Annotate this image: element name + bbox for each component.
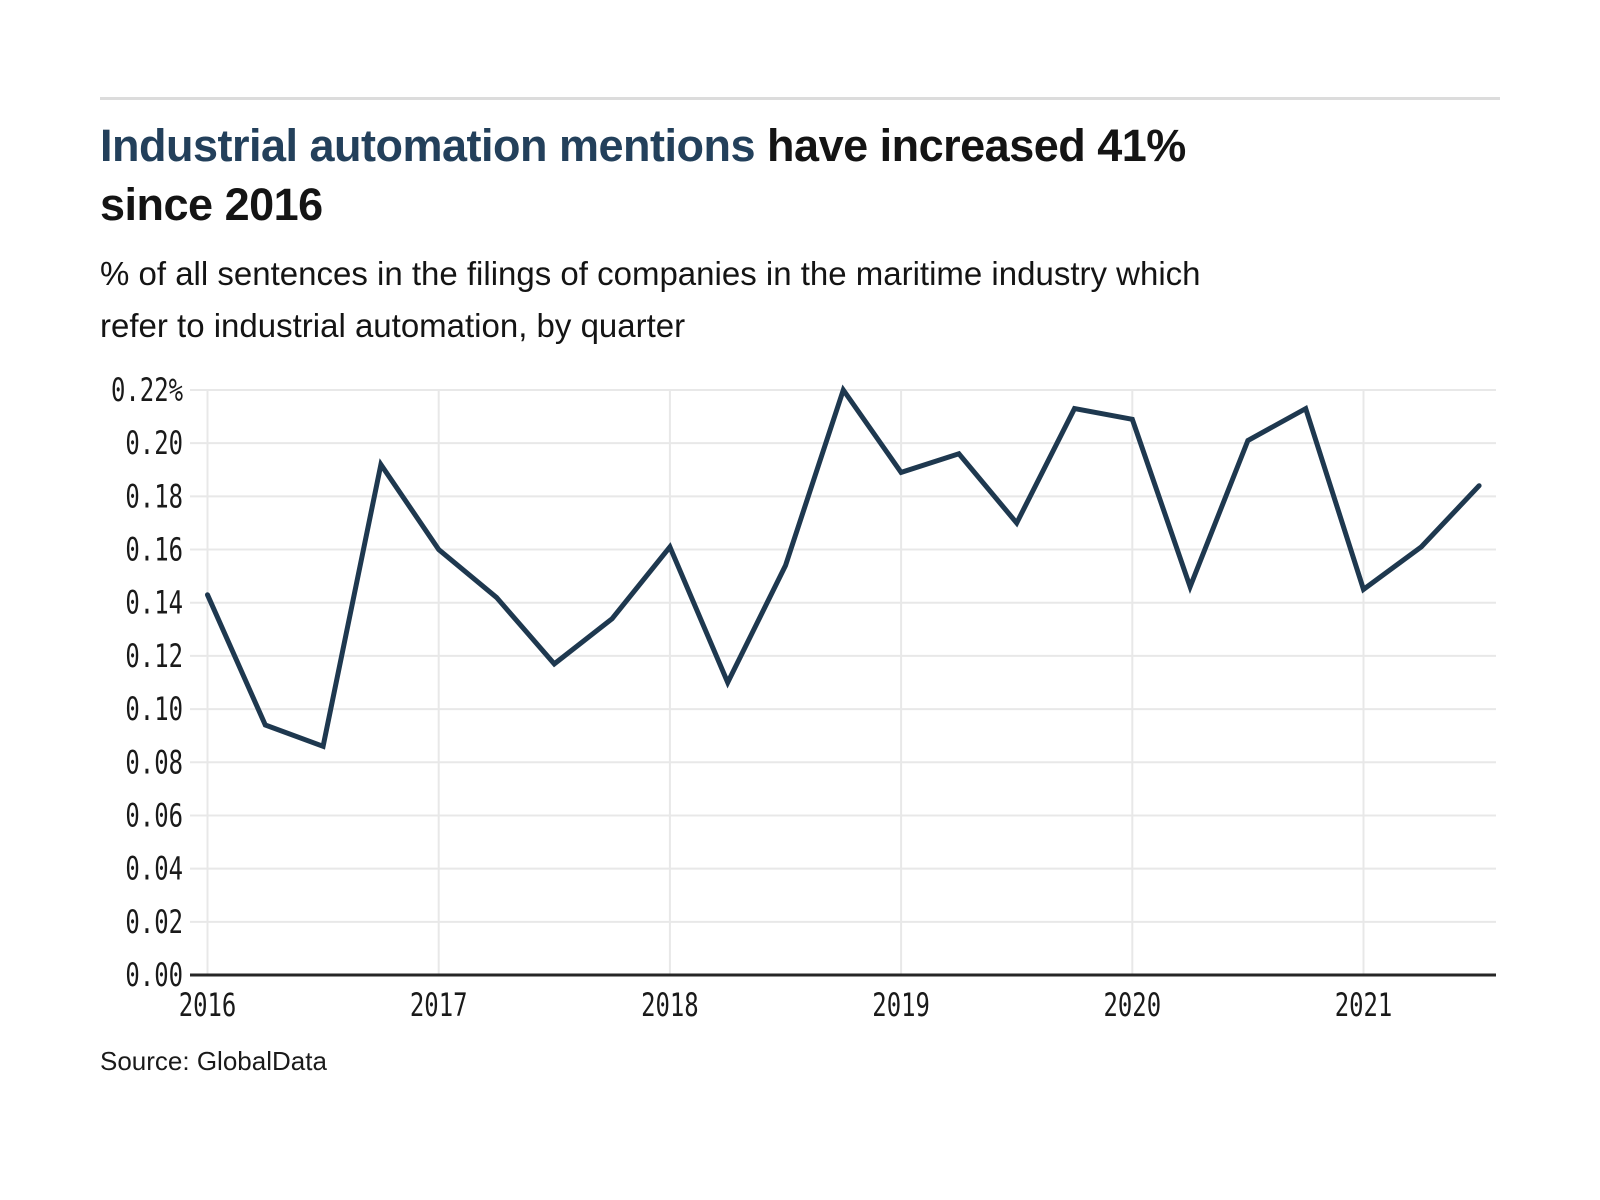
y-tick-label: 0.04 (125, 850, 183, 888)
y-tick-label: 0.02 (125, 903, 183, 941)
subtitle-line-1: % of all sentences in the filings of com… (100, 255, 1201, 292)
x-tick-label: 2020 (1104, 986, 1162, 1024)
source-attribution: Source: GlobalData (100, 1046, 327, 1076)
page-title: Industrial automation mentions have incr… (100, 116, 1186, 234)
y-tick-label: 0.12 (125, 637, 183, 675)
y-tick-label: 0.22% (111, 371, 183, 409)
line-chart: 0.22% 0.20 0.18 0.16 0.14 0.12 0.10 0.08 0.06 0.0… (111, 371, 1496, 1024)
y-tick-label: 0.14 (125, 584, 183, 622)
y-tick-label: 0.20 (125, 424, 183, 462)
y-tick-label: 0.10 (125, 690, 183, 728)
title-rest: have increased 41% (755, 120, 1186, 171)
top-divider (100, 97, 1500, 100)
y-tick-label: 0.18 (125, 477, 183, 515)
chart-subtitle: % of all sentences in the filings of com… (100, 248, 1201, 352)
chart-area: 0.22% 0.20 0.18 0.16 0.14 0.12 0.10 0.08 0.06 0.0… (95, 360, 1515, 1040)
title-highlight: Industrial automation mentions (100, 120, 756, 171)
title-line-2: since 2016 (100, 179, 323, 230)
x-tick-label: 2019 (872, 986, 930, 1024)
y-tick-label: 0.16 (125, 531, 183, 569)
y-tick-label: 0.08 (125, 743, 183, 781)
data-line (205, 384, 1482, 750)
y-tick-label: 0.00 (125, 956, 183, 994)
y-tick-label: 0.06 (125, 796, 183, 834)
x-tick-label: 2017 (410, 986, 468, 1024)
x-tick-label: 2018 (641, 986, 699, 1024)
title-line-1: Industrial automation mentions have incr… (100, 116, 1186, 175)
x-tick-label: 2021 (1335, 986, 1393, 1024)
x-tick-label: 2016 (179, 986, 237, 1024)
subtitle-line-2: refer to industrial automation, by quart… (100, 307, 686, 344)
